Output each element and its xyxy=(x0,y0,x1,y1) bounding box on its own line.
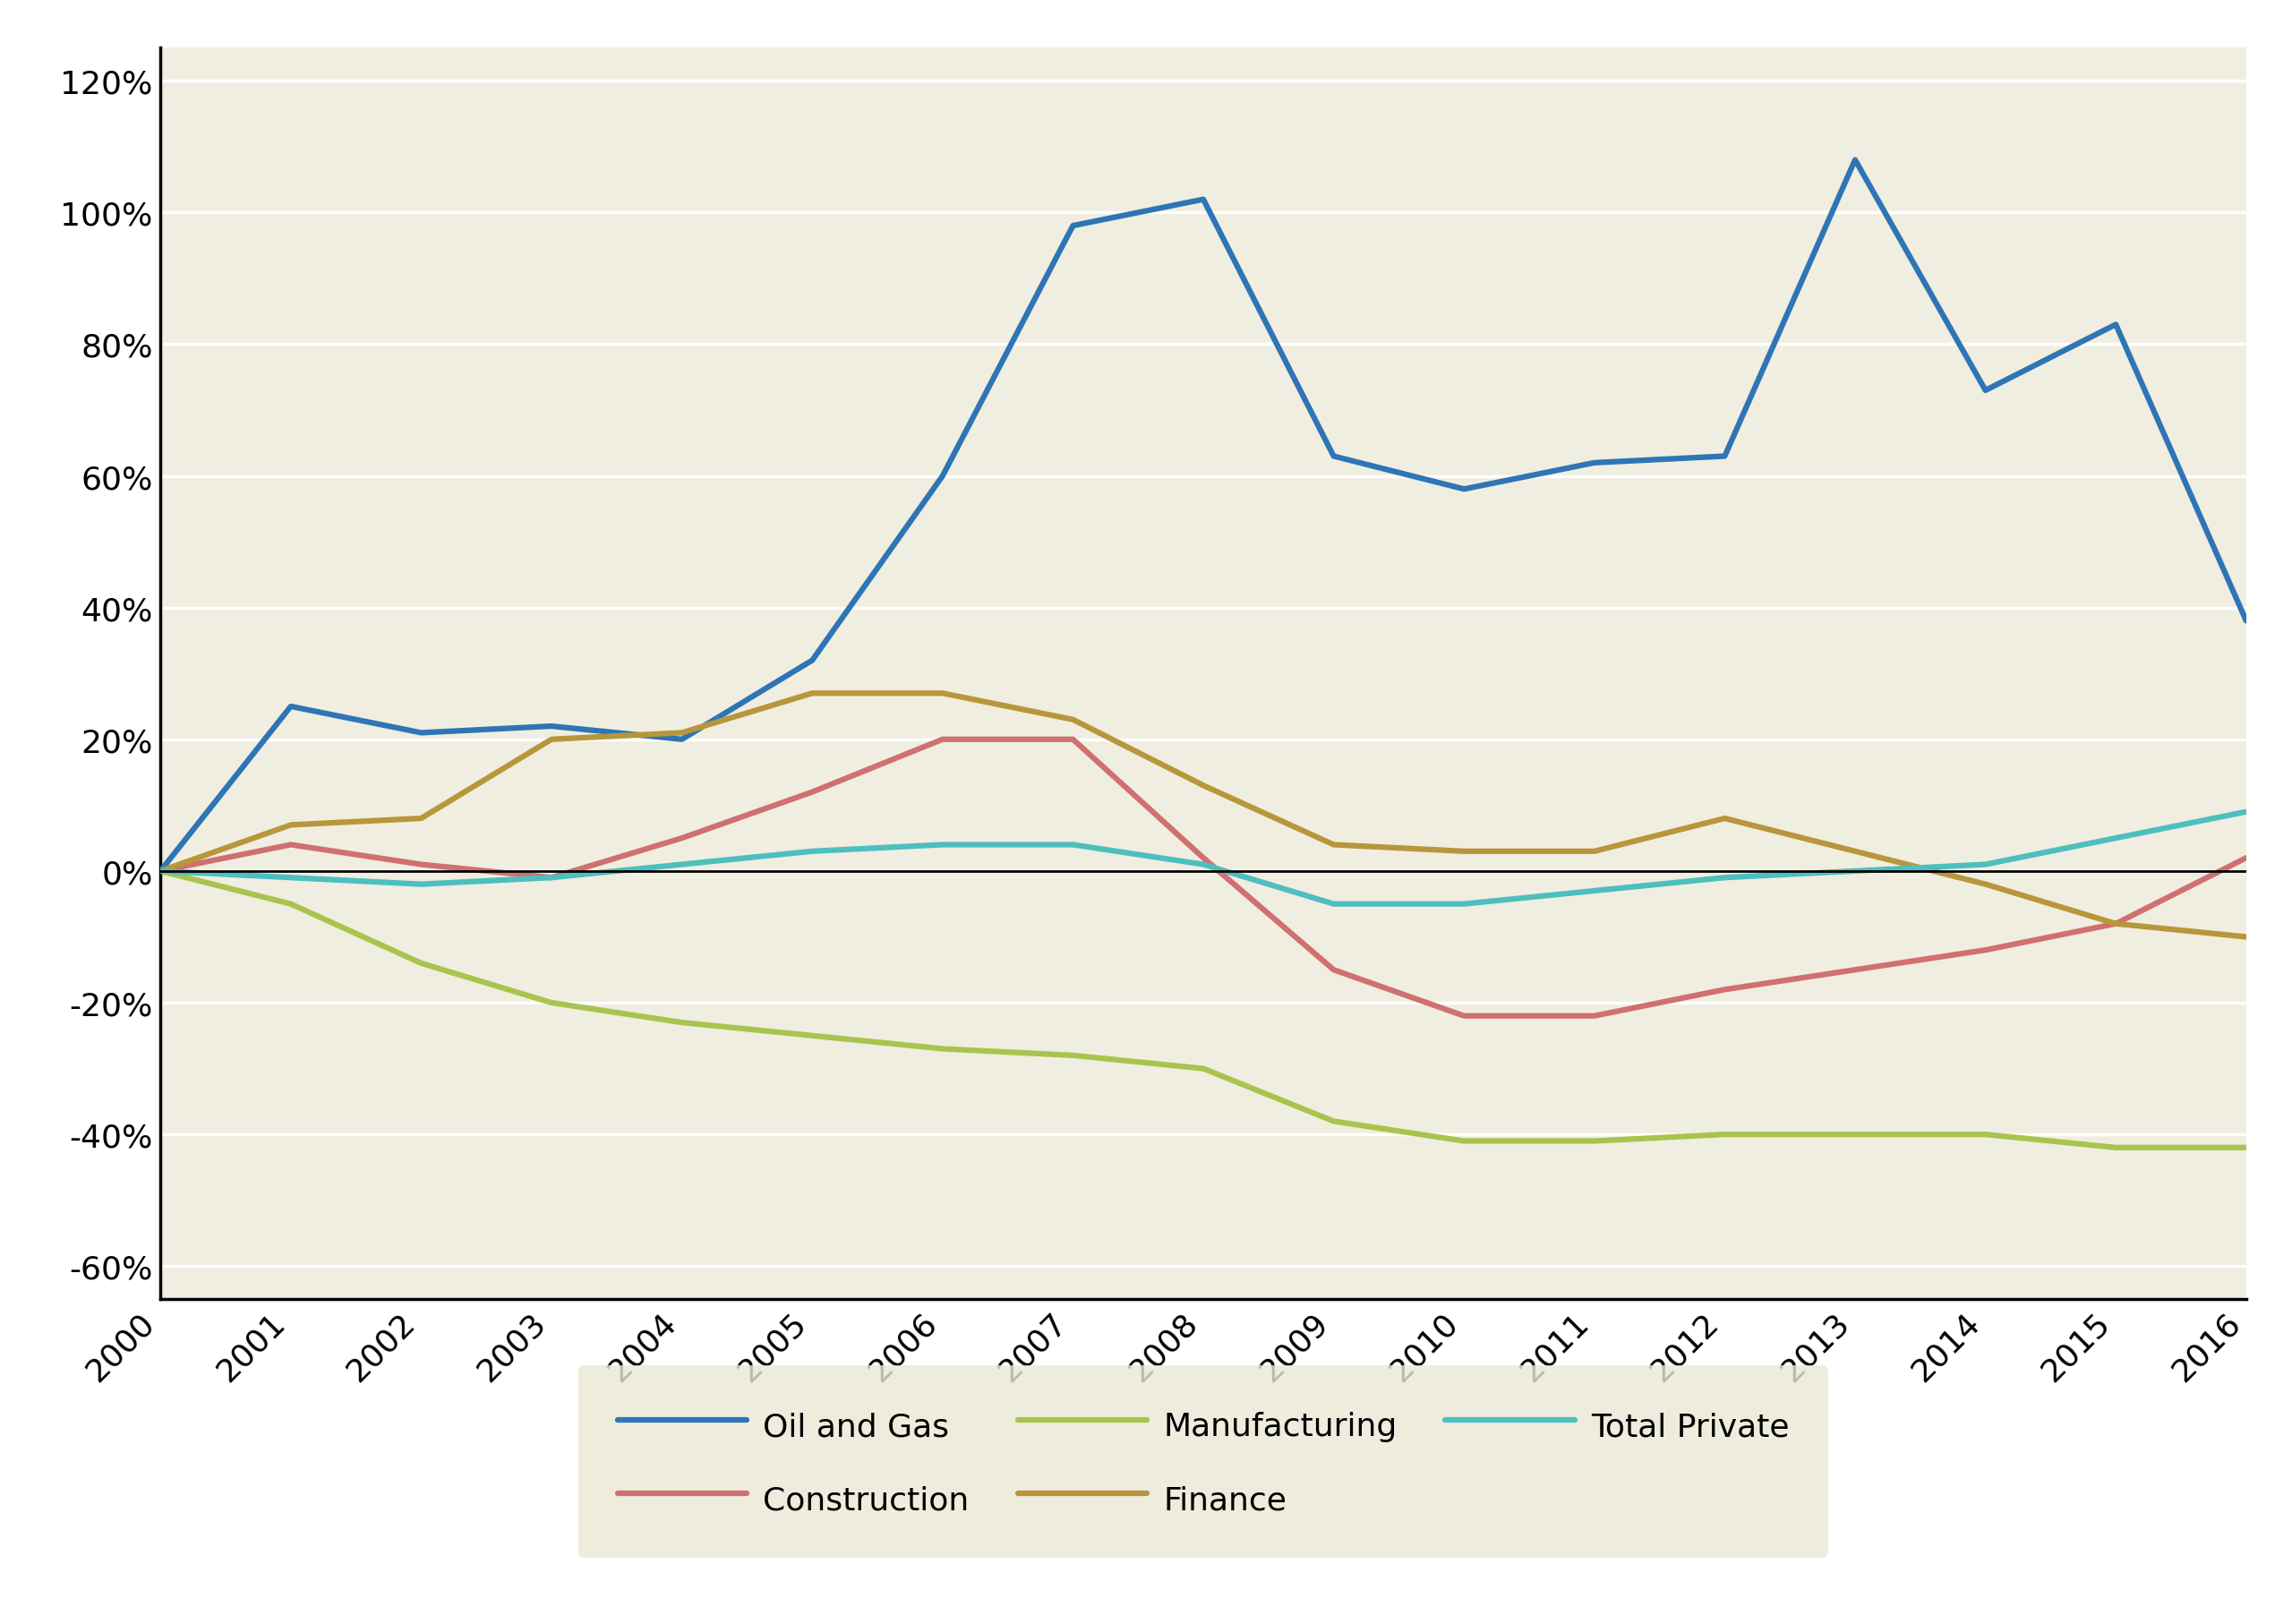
Oil and Gas xyxy=(928,466,956,486)
Finance xyxy=(1840,841,1868,861)
Total Private xyxy=(1059,835,1086,854)
Construction xyxy=(2232,848,2260,867)
Line: Total Private: Total Private xyxy=(160,812,2246,905)
Construction xyxy=(539,869,566,888)
Manufacturing xyxy=(1581,1132,1609,1151)
Total Private xyxy=(1971,856,1999,875)
Oil and Gas xyxy=(1190,190,1217,209)
Oil and Gas xyxy=(277,697,305,716)
Finance xyxy=(1451,841,1478,861)
Oil and Gas xyxy=(2232,612,2260,632)
Manufacturing xyxy=(1320,1112,1348,1132)
Finance xyxy=(408,809,435,828)
Oil and Gas xyxy=(1712,447,1740,466)
Oil and Gas xyxy=(1840,151,1868,171)
Total Private xyxy=(1581,882,1609,901)
Manufacturing xyxy=(539,994,566,1013)
Manufacturing xyxy=(277,895,305,914)
Oil and Gas xyxy=(667,731,694,750)
Oil and Gas xyxy=(798,651,825,671)
Finance xyxy=(1971,875,1999,895)
Total Private xyxy=(1840,862,1868,882)
Finance xyxy=(539,731,566,750)
Manufacturing xyxy=(2232,1138,2260,1158)
Manufacturing xyxy=(1971,1125,1999,1145)
Total Private xyxy=(147,862,174,882)
Legend: Oil and Gas, Construction, Manufacturing, Finance, Total Private: Oil and Gas, Construction, Manufacturing… xyxy=(578,1366,1829,1557)
Manufacturing xyxy=(147,862,174,882)
Oil and Gas xyxy=(2102,315,2129,335)
Line: Finance: Finance xyxy=(160,693,2246,937)
Total Private xyxy=(1712,869,1740,888)
Total Private xyxy=(798,841,825,861)
Total Private xyxy=(277,869,305,888)
Manufacturing xyxy=(667,1013,694,1033)
Oil and Gas xyxy=(1451,481,1478,500)
Total Private xyxy=(1190,856,1217,875)
Manufacturing xyxy=(408,953,435,973)
Finance xyxy=(1712,809,1740,828)
Oil and Gas xyxy=(1581,453,1609,473)
Construction xyxy=(1059,731,1086,750)
Line: Oil and Gas: Oil and Gas xyxy=(160,161,2246,872)
Oil and Gas xyxy=(1320,447,1348,466)
Finance xyxy=(1581,841,1609,861)
Line: Construction: Construction xyxy=(160,741,2246,1017)
Finance xyxy=(928,684,956,703)
Manufacturing xyxy=(798,1026,825,1046)
Total Private xyxy=(2232,802,2260,822)
Manufacturing xyxy=(1840,1125,1868,1145)
Oil and Gas xyxy=(147,862,174,882)
Finance xyxy=(277,815,305,835)
Oil and Gas xyxy=(1059,216,1086,235)
Total Private xyxy=(539,869,566,888)
Manufacturing xyxy=(2102,1138,2129,1158)
Construction xyxy=(408,856,435,875)
Total Private xyxy=(1320,895,1348,914)
Construction xyxy=(1840,960,1868,979)
Construction xyxy=(277,835,305,854)
Construction xyxy=(1190,848,1217,867)
Total Private xyxy=(2102,828,2129,848)
Total Private xyxy=(667,856,694,875)
Manufacturing xyxy=(1712,1125,1740,1145)
Finance xyxy=(147,862,174,882)
Finance xyxy=(798,684,825,703)
Finance xyxy=(2102,914,2129,934)
Total Private xyxy=(1451,895,1478,914)
Construction xyxy=(1971,940,1999,960)
Construction xyxy=(1320,960,1348,979)
Finance xyxy=(2232,927,2260,947)
Finance xyxy=(1190,776,1217,796)
Manufacturing xyxy=(1190,1059,1217,1078)
Construction xyxy=(1451,1007,1478,1026)
Total Private xyxy=(408,875,435,895)
Finance xyxy=(667,723,694,742)
Finance xyxy=(1059,710,1086,729)
Manufacturing xyxy=(928,1039,956,1059)
Construction xyxy=(928,731,956,750)
Manufacturing xyxy=(1451,1132,1478,1151)
Construction xyxy=(798,783,825,802)
Oil and Gas xyxy=(1971,382,1999,401)
Finance xyxy=(1320,835,1348,854)
Manufacturing xyxy=(1059,1046,1086,1065)
Line: Manufacturing: Manufacturing xyxy=(160,872,2246,1148)
Oil and Gas xyxy=(539,716,566,736)
Oil and Gas xyxy=(408,723,435,742)
Construction xyxy=(2102,914,2129,934)
Total Private xyxy=(928,835,956,854)
Construction xyxy=(667,828,694,848)
Construction xyxy=(147,862,174,882)
Construction xyxy=(1712,981,1740,1000)
Construction xyxy=(1581,1007,1609,1026)
